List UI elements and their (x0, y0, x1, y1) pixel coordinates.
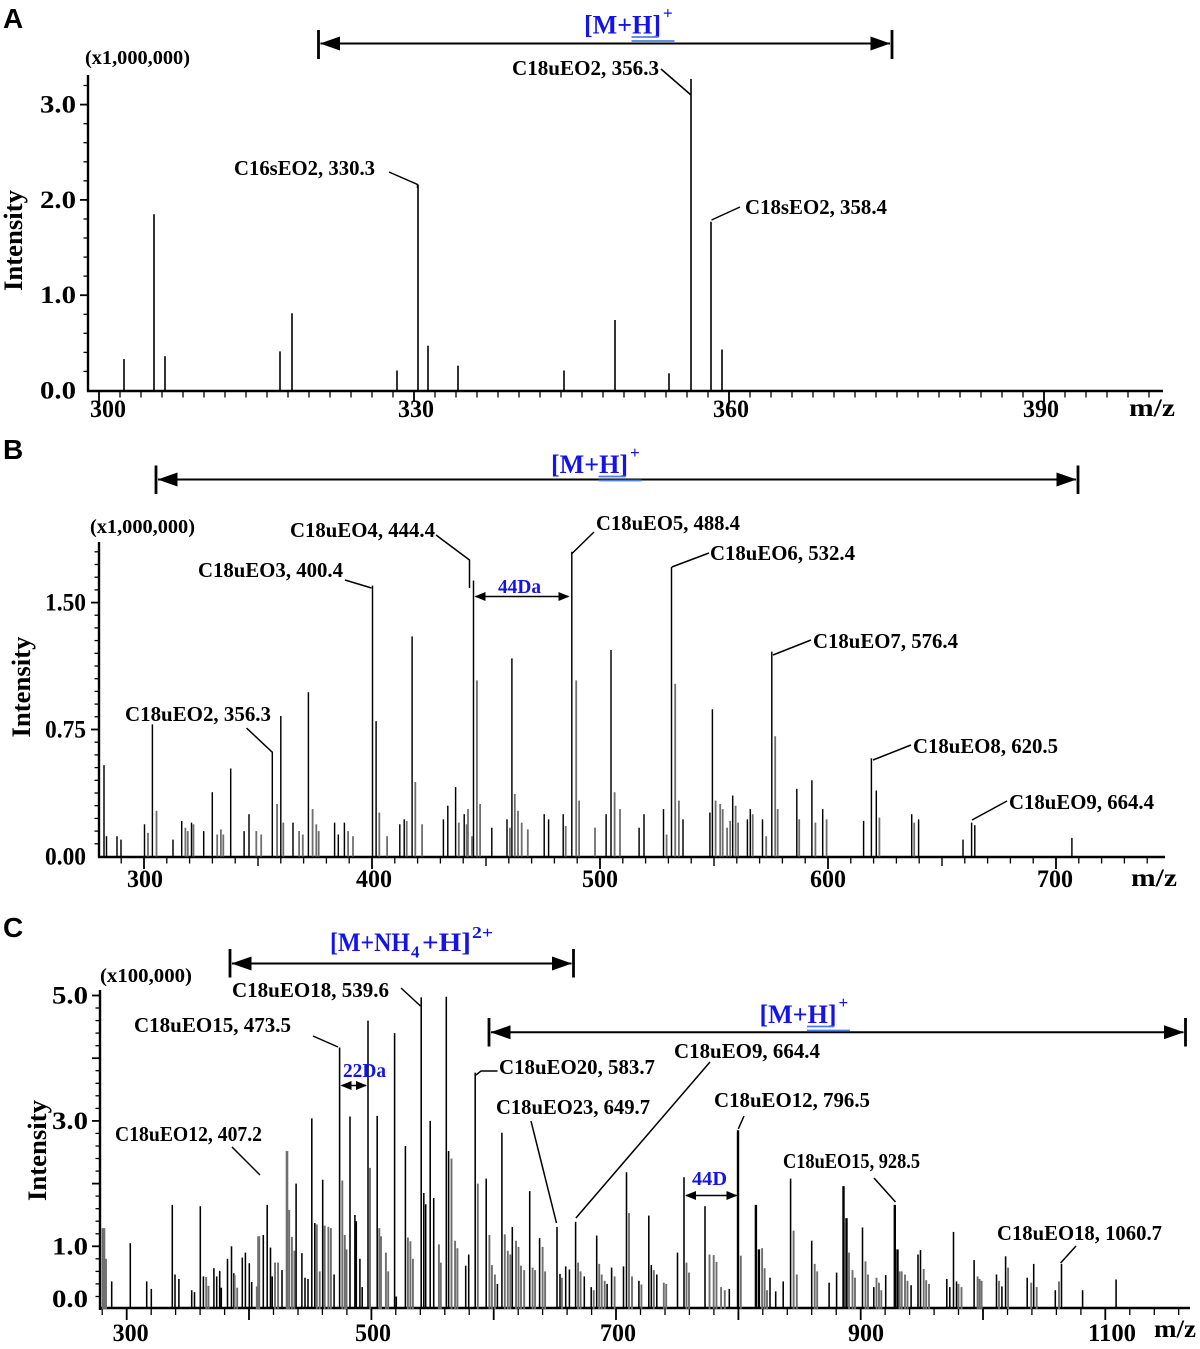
svg-text:[M+H]: [M+H] (551, 450, 628, 479)
svg-text:(x1,000,000): (x1,000,000) (85, 47, 190, 69)
svg-text:700: 700 (600, 1320, 636, 1347)
svg-text:600: 600 (810, 866, 846, 893)
svg-text:C18uEO23, 649.7: C18uEO23, 649.7 (496, 1095, 650, 1119)
svg-text:B: B (3, 434, 23, 465)
svg-text:C18uEO8, 620.5: C18uEO8, 620.5 (913, 734, 1058, 758)
svg-text:4: 4 (411, 943, 420, 962)
svg-text:C18uEO4, 444.4: C18uEO4, 444.4 (290, 518, 435, 542)
svg-text:C18uEO18, 1060.7: C18uEO18, 1060.7 (997, 1221, 1162, 1245)
svg-text:700: 700 (1037, 866, 1073, 893)
svg-text:2+: 2+ (472, 923, 493, 942)
svg-text:C18uEO2, 356.3: C18uEO2, 356.3 (512, 56, 659, 80)
svg-text:[M+H]: [M+H] (760, 1000, 837, 1029)
svg-text:390: 390 (1023, 396, 1059, 423)
svg-text:C18uEO20, 583.7: C18uEO20, 583.7 (499, 1055, 655, 1079)
svg-text:1100: 1100 (1088, 1320, 1136, 1347)
svg-text:+: + (839, 993, 849, 1012)
svg-text:900: 900 (848, 1320, 884, 1347)
svg-text:44Da: 44Da (498, 576, 541, 598)
svg-text:500: 500 (582, 866, 618, 893)
svg-text:(x1,000,000): (x1,000,000) (90, 516, 195, 538)
svg-text:C18uEO18, 539.6: C18uEO18, 539.6 (232, 978, 389, 1002)
svg-text:C18uEO9, 664.4: C18uEO9, 664.4 (1009, 790, 1154, 814)
svg-text:C18uEO12, 407.2: C18uEO12, 407.2 (115, 1122, 262, 1146)
svg-text:C: C (3, 912, 23, 943)
svg-text:44D: 44D (692, 1168, 727, 1190)
svg-text:+: + (630, 443, 640, 462)
svg-text:5.0: 5.0 (52, 983, 88, 1010)
svg-text:[M+H]: [M+H] (584, 11, 661, 40)
svg-text:+H]: +H] (422, 928, 471, 957)
svg-text:0.0: 0.0 (52, 1286, 88, 1313)
svg-text:Intensity: Intensity (23, 1100, 52, 1201)
svg-text:0.00: 0.00 (45, 844, 86, 871)
svg-text:2.0: 2.0 (40, 187, 76, 214)
svg-text:[M+NH: [M+NH (330, 928, 410, 957)
svg-text:C18uEO5, 488.4: C18uEO5, 488.4 (596, 511, 740, 535)
svg-text:1.0: 1.0 (52, 1233, 88, 1260)
svg-text:(x100,000): (x100,000) (100, 965, 192, 987)
svg-text:+: + (663, 4, 673, 23)
svg-text:22Da: 22Da (343, 1060, 386, 1082)
svg-text:0.0: 0.0 (40, 378, 76, 405)
svg-text:3.0: 3.0 (40, 92, 76, 119)
svg-text:C16sEO2, 330.3: C16sEO2, 330.3 (234, 156, 375, 180)
svg-text:360: 360 (713, 396, 749, 423)
svg-text:C18sEO2, 358.4: C18sEO2, 358.4 (745, 195, 887, 219)
svg-text:C18uEO3, 400.4: C18uEO3, 400.4 (198, 558, 343, 582)
svg-text:400: 400 (356, 866, 392, 893)
svg-text:C18uEO7, 576.4: C18uEO7, 576.4 (813, 629, 958, 653)
svg-text:m/z: m/z (1131, 865, 1177, 892)
svg-text:500: 500 (355, 1320, 391, 1347)
svg-text:m/z: m/z (1154, 1316, 1196, 1343)
svg-text:330: 330 (398, 396, 434, 423)
svg-text:m/z: m/z (1129, 395, 1175, 422)
svg-text:C18uEO15, 928.5: C18uEO15, 928.5 (783, 1149, 920, 1173)
svg-text:300: 300 (113, 1320, 149, 1347)
svg-text:300: 300 (127, 866, 163, 893)
svg-text:1.0: 1.0 (40, 282, 76, 309)
svg-text:Intensity: Intensity (0, 190, 28, 291)
svg-text:3.0: 3.0 (52, 1108, 88, 1135)
svg-text:300: 300 (90, 396, 126, 423)
svg-text:C18uEO15, 473.5: C18uEO15, 473.5 (134, 1013, 291, 1037)
svg-text:A: A (3, 3, 23, 34)
svg-text:C18uEO6, 532.4: C18uEO6, 532.4 (710, 541, 855, 565)
svg-text:C18uEO9, 664.4: C18uEO9, 664.4 (674, 1039, 820, 1063)
svg-text:0.75: 0.75 (45, 717, 86, 744)
svg-text:C18uEO12, 796.5: C18uEO12, 796.5 (714, 1088, 870, 1112)
svg-text:1.50: 1.50 (45, 590, 86, 617)
svg-text:Intensity: Intensity (7, 637, 36, 738)
svg-text:C18uEO2, 356.3: C18uEO2, 356.3 (125, 702, 271, 726)
